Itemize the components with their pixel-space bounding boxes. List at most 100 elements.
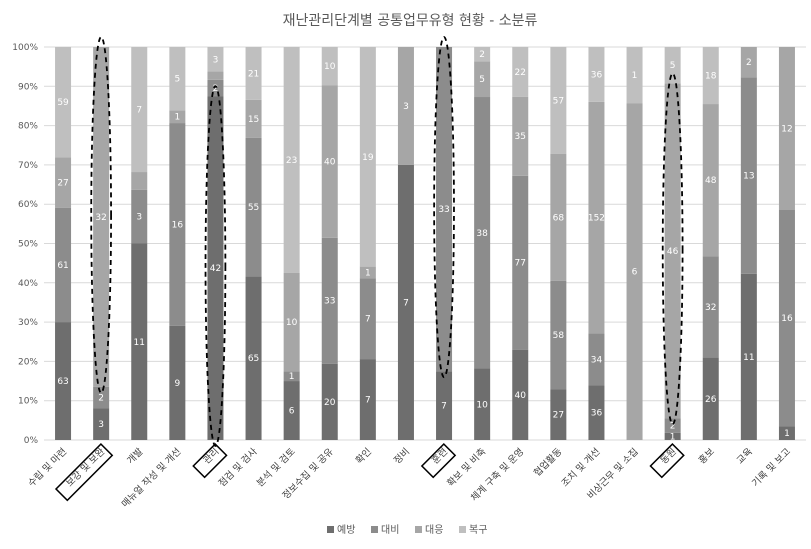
category-label: 기록 및 보고 xyxy=(749,445,793,489)
data-label: 2 xyxy=(98,394,104,404)
data-label: 38 xyxy=(476,229,488,239)
data-label: 23 xyxy=(286,156,297,166)
category-label: 협업활동 xyxy=(531,445,564,478)
bar-segment-예방 xyxy=(245,276,262,440)
y-tick-label: 0% xyxy=(24,436,39,446)
bar-segment-대응 xyxy=(55,157,72,208)
highlight-ellipse xyxy=(204,85,227,447)
data-label: 7 xyxy=(365,396,371,406)
data-label: 1 xyxy=(670,432,676,442)
data-label: 19 xyxy=(362,153,374,163)
data-label: 58 xyxy=(553,331,565,341)
bar-segment-복구 xyxy=(283,47,300,273)
legend: 예방 대비 대응 복구 xyxy=(327,524,487,536)
bar-segment-예방 xyxy=(702,357,719,440)
bar-segment-대비 xyxy=(588,333,605,386)
bar-segment-대비 xyxy=(55,207,72,323)
data-label: 34 xyxy=(591,355,603,365)
data-label: 40 xyxy=(324,157,336,167)
bar-segment-대비 xyxy=(550,280,567,390)
bar-segment-대비 xyxy=(321,237,338,364)
bar-segment-예방 xyxy=(436,371,453,440)
data-label: 21 xyxy=(248,69,259,79)
data-label: 18 xyxy=(705,72,717,82)
y-tick-label: 90% xyxy=(18,82,38,92)
data-label: 32 xyxy=(705,303,716,313)
data-label: 22 xyxy=(515,68,526,78)
bar-segment-대응 xyxy=(207,71,224,80)
y-tick-label: 20% xyxy=(18,357,38,367)
bar-segment-대비 xyxy=(207,79,224,97)
data-label: 42 xyxy=(210,264,221,274)
data-label: 152 xyxy=(588,214,605,224)
bar-segment-대비 xyxy=(512,175,529,350)
data-label: 13 xyxy=(743,171,754,181)
highlight-box xyxy=(649,443,685,479)
data-label: 3 xyxy=(213,55,219,65)
data-label: 35 xyxy=(515,132,526,142)
y-tick-label: 30% xyxy=(18,318,38,328)
data-label: 7 xyxy=(136,106,142,116)
data-label: 5 xyxy=(174,75,180,85)
bar-segment-대응 xyxy=(588,101,605,334)
data-label: 65 xyxy=(248,354,259,364)
data-label: 2 xyxy=(213,84,219,94)
bar-segment-대응 xyxy=(550,153,567,281)
bar-segment-복구 xyxy=(55,47,72,158)
bar-segment-대비 xyxy=(283,371,300,382)
bar-segment-대비 xyxy=(131,189,148,244)
data-label: 32 xyxy=(95,213,106,223)
data-label: 40 xyxy=(515,391,527,401)
y-tick-label: 40% xyxy=(18,279,38,289)
legend-entry: 대응 xyxy=(425,524,443,536)
bar-segment-예방 xyxy=(474,368,491,440)
data-label: 3 xyxy=(403,102,409,112)
bar-segment-예방 xyxy=(169,325,186,440)
highlight-box xyxy=(420,443,457,479)
data-label: 20 xyxy=(324,398,336,408)
data-label: 7 xyxy=(441,402,447,412)
category-label: 확인 xyxy=(353,446,374,467)
y-tick-label: 100% xyxy=(12,43,38,53)
bar-segment-대응 xyxy=(778,47,795,210)
legend-entry: 대비 xyxy=(381,524,399,536)
chart-title: 재난관리단계별 공통업무유형 현황 - 소분류 xyxy=(283,13,538,29)
bar-segment-대응 xyxy=(397,47,414,165)
category-label: 교육 xyxy=(735,446,755,466)
bar-segment-예방 xyxy=(512,349,529,440)
bar-segment-예방 xyxy=(93,408,110,440)
bar-segment-복구 xyxy=(474,47,491,62)
data-label: 16 xyxy=(781,314,793,324)
bar-segment-대비 xyxy=(359,278,376,360)
data-label: 36 xyxy=(591,70,603,80)
legend-entry: 예방 xyxy=(337,524,355,536)
data-label: 2 xyxy=(479,50,485,60)
bar-segment-대응 xyxy=(169,110,186,124)
bar-segment-복구 xyxy=(626,47,643,104)
data-label: 27 xyxy=(57,179,68,189)
highlight-ellipse xyxy=(433,36,455,379)
data-label: 46 xyxy=(667,247,679,257)
y-tick-label: 70% xyxy=(18,161,38,171)
bar-segment-예방 xyxy=(664,432,681,440)
bar-segment-예방 xyxy=(283,381,300,440)
bar-segment-대응 xyxy=(321,85,338,238)
data-label: 7 xyxy=(403,298,409,308)
bar-segment-대비 xyxy=(778,209,795,427)
data-label: 2 xyxy=(746,58,752,68)
category-label: 홍보 xyxy=(696,445,717,466)
data-label: 68 xyxy=(553,213,565,223)
gridlines xyxy=(44,46,806,441)
y-axis-ticks: 0% 10% 20% 30% 40% 50% 60% 70% 80% 90% 100% xyxy=(12,43,38,446)
highlight-ellipse xyxy=(90,36,112,394)
data-label: 55 xyxy=(248,203,259,213)
bars xyxy=(55,47,795,441)
bar-segment-대응 xyxy=(245,99,262,138)
bar-segment-대비 xyxy=(93,386,110,409)
legend-swatch xyxy=(327,526,334,533)
bar-segment-대응 xyxy=(626,103,643,441)
bar-segment-대응 xyxy=(93,47,110,387)
data-label: 10 xyxy=(286,318,298,328)
data-label: 33 xyxy=(438,205,449,215)
